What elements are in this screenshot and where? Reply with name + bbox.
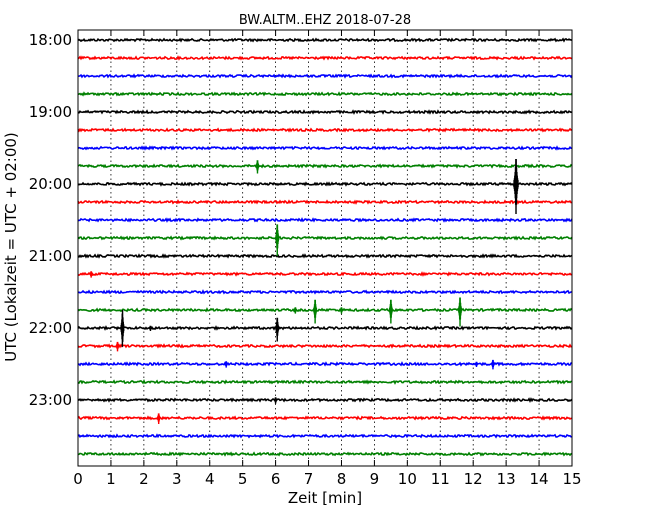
x-axis-ticks: 0 1 2 3 4 5 6 7 8 9 10 11 12 13 14 15 bbox=[73, 30, 582, 488]
event-burst bbox=[457, 297, 463, 327]
x-tick-label: 4 bbox=[205, 470, 215, 488]
x-tick-label: 15 bbox=[562, 470, 581, 488]
trace-row bbox=[77, 343, 573, 349]
event-burst bbox=[275, 224, 280, 257]
x-tick-label: 14 bbox=[530, 470, 549, 488]
trace-row bbox=[77, 451, 573, 457]
x-tick-label: 12 bbox=[464, 470, 483, 488]
event-burst bbox=[156, 413, 161, 425]
trace-row bbox=[77, 307, 573, 313]
trace-row bbox=[77, 73, 573, 79]
y-tick-label: 19:00 bbox=[29, 103, 72, 121]
seismic-traces bbox=[77, 37, 573, 457]
event-burst bbox=[115, 341, 120, 352]
x-tick-label: 13 bbox=[497, 470, 516, 488]
trace-row bbox=[77, 163, 573, 169]
trace-row bbox=[77, 379, 573, 385]
event-burst bbox=[388, 299, 393, 324]
trace-row bbox=[77, 289, 573, 295]
trace-row bbox=[77, 235, 573, 241]
event-burst bbox=[255, 160, 260, 174]
event-burst bbox=[490, 359, 496, 370]
x-tick-label: 5 bbox=[238, 470, 248, 488]
x-tick-label: 8 bbox=[337, 470, 347, 488]
event-burst bbox=[89, 271, 94, 278]
y-tick-label: 20:00 bbox=[29, 175, 72, 193]
x-tick-label: 2 bbox=[139, 470, 149, 488]
trace-row bbox=[77, 415, 573, 421]
event-burst bbox=[273, 397, 278, 404]
x-tick-label: 3 bbox=[172, 470, 182, 488]
event-burst bbox=[339, 307, 344, 314]
x-tick-label: 7 bbox=[304, 470, 314, 488]
trace-row bbox=[77, 361, 573, 367]
trace-row bbox=[77, 109, 573, 115]
event-burst bbox=[120, 310, 125, 347]
trace-row bbox=[77, 253, 573, 259]
trace-row bbox=[77, 397, 573, 403]
chart-title: BW.ALTM..EHZ 2018-07-28 bbox=[239, 13, 411, 28]
trace-row bbox=[77, 433, 573, 439]
trace-row bbox=[77, 127, 573, 133]
trace-row bbox=[77, 271, 573, 277]
trace-row bbox=[77, 37, 573, 43]
x-tick-label: 6 bbox=[271, 470, 281, 488]
x-axis-label: Zeit [min] bbox=[288, 489, 362, 507]
event-burst bbox=[293, 307, 298, 314]
event-burst bbox=[148, 325, 153, 332]
trace-row bbox=[77, 145, 573, 151]
event-burst bbox=[224, 361, 229, 368]
y-axis-ticks: 18:00 19:00 20:00 21:00 22:00 23:00 bbox=[29, 31, 572, 409]
grid-lines bbox=[110, 30, 540, 466]
event-burst bbox=[513, 159, 519, 215]
event-burst bbox=[275, 317, 280, 342]
x-tick-label: 9 bbox=[370, 470, 380, 488]
y-axis-label: UTC (Lokalzeit = UTC + 02:00) bbox=[2, 132, 20, 362]
x-tick-label: 10 bbox=[398, 470, 417, 488]
x-tick-label: 0 bbox=[73, 470, 83, 488]
x-tick-label: 1 bbox=[106, 470, 116, 488]
trace-row bbox=[77, 181, 573, 187]
y-tick-label: 18:00 bbox=[29, 31, 72, 49]
trace-row bbox=[77, 325, 573, 331]
event-burst bbox=[474, 361, 479, 368]
y-tick-label: 23:00 bbox=[29, 391, 72, 409]
y-tick-label: 22:00 bbox=[29, 319, 72, 337]
x-tick-label: 11 bbox=[431, 470, 450, 488]
plot-frame bbox=[77, 29, 573, 467]
trace-row bbox=[77, 199, 573, 205]
trace-row bbox=[77, 55, 573, 61]
y-tick-label: 21:00 bbox=[29, 247, 72, 265]
event-burst bbox=[313, 299, 318, 324]
trace-row bbox=[77, 217, 573, 223]
trace-row bbox=[77, 91, 573, 97]
